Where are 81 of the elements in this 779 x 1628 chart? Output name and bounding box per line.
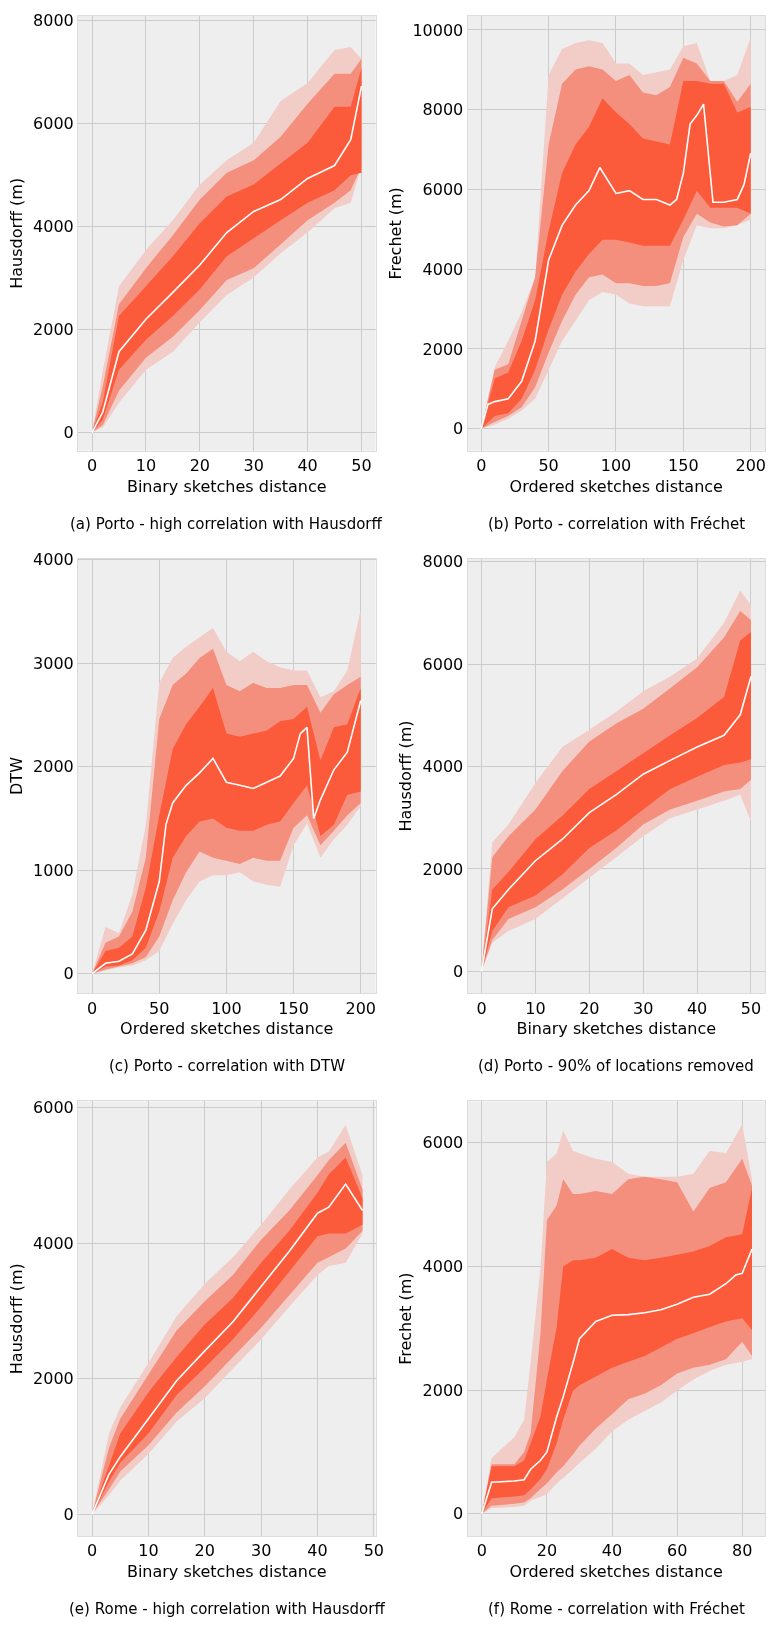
x-axis-title: Binary sketches distance — [126, 476, 327, 496]
y-tick-label: 4000 — [422, 259, 464, 279]
x-axis-title: Ordered sketches distance — [120, 1019, 334, 1039]
x-axis-title: Binary sketches distance — [126, 1561, 327, 1581]
y-axis-title: DTW — [6, 756, 26, 795]
x-tick-label: 20 — [194, 1541, 215, 1561]
y-tick-label: 6000 — [422, 1133, 464, 1153]
y-tick-label: 4000 — [422, 1257, 464, 1277]
y-tick-label: 2000 — [33, 1369, 74, 1389]
x-tick-label: 20 — [536, 1541, 558, 1561]
text: (b) Porto - correlation with Fréchet — [488, 515, 746, 533]
x-tick-label: 40 — [686, 998, 708, 1018]
x-tick-label: 0 — [87, 1541, 98, 1561]
x-tick-label: 50 — [363, 1541, 384, 1561]
x-tick-label: 200 — [735, 455, 766, 475]
x-tick-label: 0 — [87, 998, 98, 1018]
x-tick-label: 20 — [189, 455, 210, 475]
text: (d) Porto - 90% of locations removed — [478, 1057, 754, 1075]
y-tick-label: 0 — [453, 419, 464, 439]
y-tick-label: 0 — [63, 964, 74, 984]
x-tick-label: 30 — [243, 455, 264, 475]
y-tick-label: 0 — [63, 423, 74, 443]
y-tick-label: 1000 — [33, 860, 74, 880]
y-tick-label: 8000 — [422, 100, 464, 120]
y-tick-label: 2000 — [422, 1380, 464, 1400]
y-axis-title: Frechet (m) — [396, 1272, 416, 1365]
x-axis-title: Ordered sketches distance — [509, 476, 723, 496]
x-tick-label: 50 — [740, 998, 762, 1018]
x-axis-title: Ordered sketches distance — [509, 1561, 723, 1581]
y-axis-title: Hausdorff (m) — [6, 1263, 26, 1375]
y-tick-label: 6000 — [33, 1098, 74, 1118]
y-tick-label: 4000 — [33, 550, 74, 570]
y-tick-label: 6000 — [422, 654, 464, 674]
x-tick-label: 60 — [666, 1541, 688, 1561]
x-tick-label: 10 — [138, 1541, 159, 1561]
x-tick-label: 80 — [732, 1541, 753, 1561]
y-axis-title: Hausdorff (m) — [396, 720, 416, 832]
y-tick-label: 2000 — [422, 339, 464, 359]
x-tick-label: 40 — [297, 455, 318, 475]
text: (a) Porto - high correlation with Hausdorff — [70, 515, 383, 533]
x-tick-label: 10 — [135, 455, 157, 475]
x-tick-label: 50 — [538, 455, 559, 475]
x-tick-label: 50 — [149, 998, 170, 1018]
y-axis-title: Hausdorff (m) — [6, 177, 26, 289]
y-tick-label: 2000 — [33, 320, 74, 340]
x-tick-label: 150 — [668, 455, 699, 475]
y-tick-label: 0 — [453, 961, 464, 981]
y-tick-label: 4000 — [33, 1233, 74, 1253]
x-tick-label: 0 — [476, 455, 487, 475]
y-tick-label: 10000 — [412, 20, 464, 40]
x-tick-label: 20 — [579, 998, 600, 1018]
x-axis-title: Binary sketches distance — [516, 1019, 717, 1039]
y-tick-label: 3000 — [33, 653, 74, 673]
x-tick-label: 50 — [351, 455, 372, 475]
x-tick-label: 30 — [633, 998, 654, 1018]
x-tick-label: 0 — [476, 1541, 487, 1561]
y-tick-label: 4000 — [422, 757, 464, 777]
y-tick-label: 0 — [453, 1504, 464, 1524]
x-tick-label: 200 — [345, 998, 376, 1018]
text: (f) Rome - correlation with Fréchet — [488, 1600, 745, 1618]
y-axis-title: Frechet (m) — [386, 187, 406, 280]
y-tick-label: 4000 — [33, 216, 74, 236]
text: (c) Porto - correlation with DTW — [109, 1057, 346, 1075]
y-tick-label: 0 — [63, 1504, 74, 1524]
x-tick-label: 150 — [278, 998, 309, 1018]
line-series — [481, 1248, 753, 1515]
x-tick-label: 40 — [601, 1541, 623, 1561]
y-tick-label: 8000 — [422, 552, 464, 572]
text: (e) Rome - high correlation with Hausdorff — [69, 1600, 386, 1618]
x-tick-label: 0 — [476, 998, 487, 1018]
x-tick-label: 40 — [307, 1541, 328, 1561]
x-tick-label: 10 — [525, 998, 546, 1018]
y-tick-label: 6000 — [33, 113, 74, 133]
y-tick-label: 2000 — [33, 757, 74, 777]
x-tick-label: 100 — [211, 998, 242, 1018]
y-tick-label: 2000 — [422, 859, 464, 879]
x-tick-label: 30 — [250, 1541, 272, 1561]
x-tick-label: 100 — [600, 455, 632, 475]
x-tick-label: 0 — [86, 455, 98, 475]
y-tick-label: 8000 — [33, 10, 74, 30]
y-tick-label: 6000 — [422, 180, 464, 200]
